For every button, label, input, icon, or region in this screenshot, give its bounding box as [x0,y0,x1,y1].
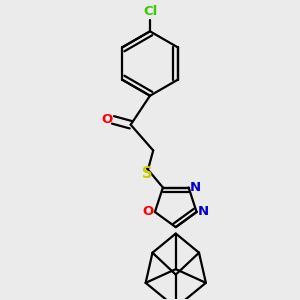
Text: N: N [190,181,201,194]
Text: N: N [198,206,209,218]
Text: S: S [142,166,152,181]
Text: O: O [143,206,154,218]
Text: Cl: Cl [143,5,157,18]
Text: O: O [101,113,112,126]
